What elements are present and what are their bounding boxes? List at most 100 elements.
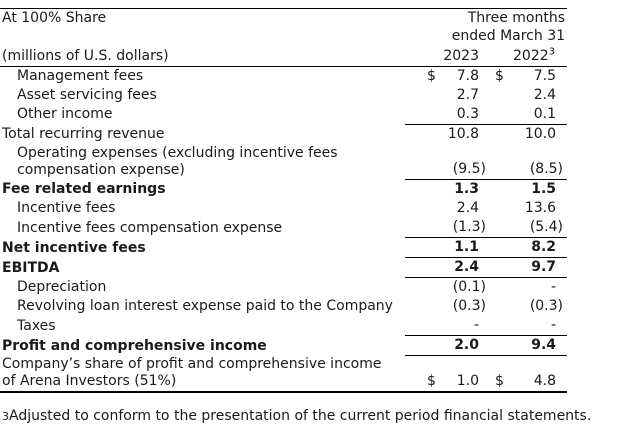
amount: 1.1 [454, 239, 479, 255]
table-row: Taxes - - [0, 316, 568, 336]
table-row: Other income 0.3 0.1 [0, 104, 568, 125]
dollar-sign: $ [427, 372, 436, 389]
value-cell-2023: 0.3 [405, 104, 487, 125]
value-cell-2023: 2.7 [405, 86, 487, 105]
value-cell-2023: $1.0 [405, 355, 487, 393]
row-label: Total recurring revenue [2, 125, 165, 142]
row-label: Revolving loan interest expense paid to … [17, 298, 393, 314]
fee-related-earnings-table: At 100% Share Three months ended March 3… [0, 8, 568, 393]
amount: 0.3 [456, 105, 479, 122]
financial-statement-page: At 100% Share Three months ended March 3… [0, 8, 592, 424]
footnote-marker-superscript: 3 [548, 45, 556, 57]
value-cell-2022: - [487, 278, 567, 298]
amount: - [473, 317, 479, 333]
table-row: Company’s share of profit and comprehens… [0, 355, 568, 393]
value-cell-2022: $4.8 [487, 355, 568, 393]
amount: (9.5) [452, 161, 486, 177]
row-label: Management fees [17, 67, 144, 84]
amount: 9.7 [531, 259, 557, 275]
table-row: Net incentive fees 1.1 8.2 [0, 237, 568, 258]
period-header-line1: Three months [467, 10, 566, 26]
amount: 0.1 [533, 105, 557, 122]
amount: 7.5 [533, 67, 557, 84]
value-cell-2023: 2.4 [405, 257, 487, 278]
amount: (0.3) [529, 298, 564, 314]
amount: 1.3 [454, 181, 479, 197]
table-row: Management fees $7.8 $7.5 [0, 66, 567, 86]
row-label: Asset servicing fees [17, 86, 157, 103]
amount: 10.0 [524, 125, 557, 142]
unit-label: (millions of U.S. dollars) [0, 45, 405, 67]
value-cell-2022: 0.1 [487, 104, 568, 125]
column-header-2023: 2023 [405, 45, 487, 67]
row-label: Net incentive fees [2, 239, 146, 256]
amount: 8.2 [531, 239, 557, 255]
row-label: Taxes [17, 317, 56, 334]
table-row: Asset servicing fees 2.7 2.4 [0, 86, 567, 105]
header-row-period: ended March 31 [0, 28, 567, 45]
value-cell-2023: 1.1 [405, 237, 487, 258]
amount: 9.4 [531, 337, 557, 353]
value-cell-2022: 10.0 [487, 124, 567, 144]
value-cell-2023: 10.8 [405, 124, 487, 144]
table-row: EBITDA 2.4 9.7 [0, 257, 568, 278]
table-row: Total recurring revenue 10.8 10.0 [0, 124, 567, 144]
table-title: At 100% Share [2, 10, 107, 26]
value-cell-2022: (8.5) [487, 143, 568, 180]
table-row: Incentive fees 2.4 13.6 [0, 199, 567, 218]
amount: (1.3) [452, 219, 486, 235]
amount: 10.8 [447, 125, 479, 142]
amount: 4.8 [533, 372, 557, 389]
amount: 2.4 [454, 259, 479, 275]
value-cell-2023: $7.8 [405, 66, 487, 86]
value-cell-2022: $7.5 [487, 66, 567, 86]
amount: 2.7 [456, 86, 479, 103]
value-cell-2022: 9.7 [487, 257, 568, 278]
value-cell-2022: - [487, 316, 568, 336]
amount: 2.4 [533, 86, 557, 103]
table-row: Depreciation (0.1) - [0, 278, 567, 298]
column-header-2022-year: 2022 [513, 47, 549, 64]
table-row: Fee related earnings 1.3 1.5 [0, 180, 567, 200]
value-cell-2023: - [405, 316, 487, 336]
header-row-columns: (millions of U.S. dollars) 2023 20223 [0, 45, 568, 67]
amount: (8.5) [529, 161, 564, 177]
dollar-sign: $ [495, 67, 504, 84]
amount: 2.4 [456, 200, 479, 216]
table-row: Incentive fees compensation expense (1.3)… [0, 218, 568, 238]
amount: 1.5 [531, 181, 557, 197]
row-label: Other income [17, 106, 113, 122]
row-label: Fee related earnings [2, 181, 166, 197]
amount: - [550, 279, 557, 295]
value-cell-2022: (0.3) [487, 297, 567, 316]
row-label: EBITDA [2, 259, 60, 276]
period-header-line2: ended March 31 [451, 28, 566, 44]
row-label: Profit and comprehensive income [2, 337, 267, 354]
footnote-marker: 3 [2, 409, 9, 423]
amount: 7.8 [456, 67, 479, 84]
value-cell-2023: 2.4 [405, 199, 487, 218]
dollar-sign: $ [427, 67, 436, 84]
amount: (5.4) [529, 219, 564, 235]
value-cell-2022: 2.4 [487, 86, 567, 105]
amount: 13.6 [524, 200, 557, 216]
value-cell-2023: (0.3) [405, 297, 487, 316]
row-label: Incentive fees [17, 200, 116, 216]
row-label: Company’s share of profit and comprehens… [0, 355, 405, 393]
value-cell-2022: 13.6 [487, 199, 567, 218]
value-cell-2023: (9.5) [405, 143, 487, 180]
row-label: Incentive fees compensation expense [17, 219, 283, 236]
table-row: Operating expenses (excluding incentive … [0, 143, 568, 180]
value-cell-2023: 2.0 [405, 335, 487, 356]
footnote-text: Adjusted to conform to the presentation … [9, 407, 592, 424]
value-cell-2023: 1.3 [405, 180, 487, 200]
amount: (0.1) [452, 279, 486, 295]
amount: 1.0 [456, 372, 479, 389]
table-row: Revolving loan interest expense paid to … [0, 297, 567, 316]
value-cell-2023: (1.3) [405, 218, 487, 238]
column-header-2022: 20223 [487, 45, 568, 67]
value-cell-2022: 8.2 [487, 237, 568, 258]
amount: 2.0 [454, 337, 479, 353]
value-cell-2022: 1.5 [487, 180, 567, 200]
row-label: Depreciation [17, 279, 107, 295]
